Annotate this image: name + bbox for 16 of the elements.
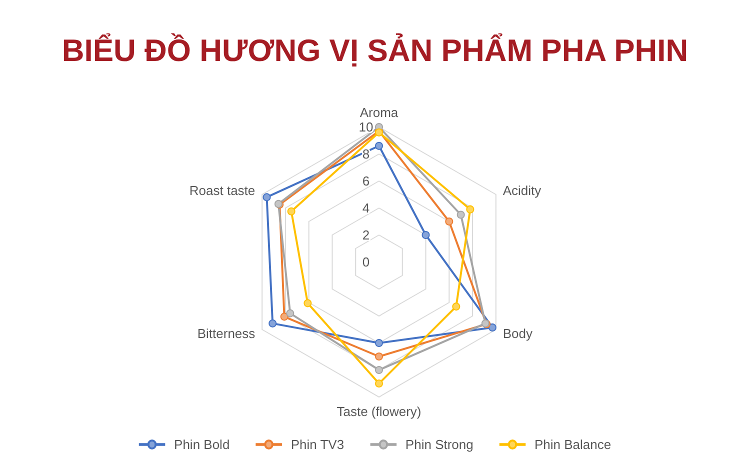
chart-title: BIỂU ĐỒ HƯƠNG VỊ SẢN PHẨM PHA PHIN [62, 33, 688, 68]
legend-label: Phin Balance [534, 437, 612, 452]
legend-label: Phin TV3 [290, 437, 344, 452]
y-tick-label: 6 [362, 174, 370, 188]
spoke-label: Roast taste [189, 183, 256, 198]
spoke-label: Aroma [360, 105, 399, 120]
y-tick-label: 2 [362, 228, 370, 242]
y-tick-label: 10 [358, 120, 374, 134]
y-tick-label: 0 [362, 254, 370, 270]
legend-label: Phin Strong [405, 437, 474, 452]
spoke-label: Body [502, 326, 533, 341]
spoke-label: Taste (flowery) [336, 404, 422, 419]
spoke-label: Bitterness [197, 326, 256, 341]
legend-label: Phin Bold [174, 437, 230, 452]
spoke-label: Acidity [502, 183, 542, 198]
y-tick-label: 4 [362, 200, 370, 216]
